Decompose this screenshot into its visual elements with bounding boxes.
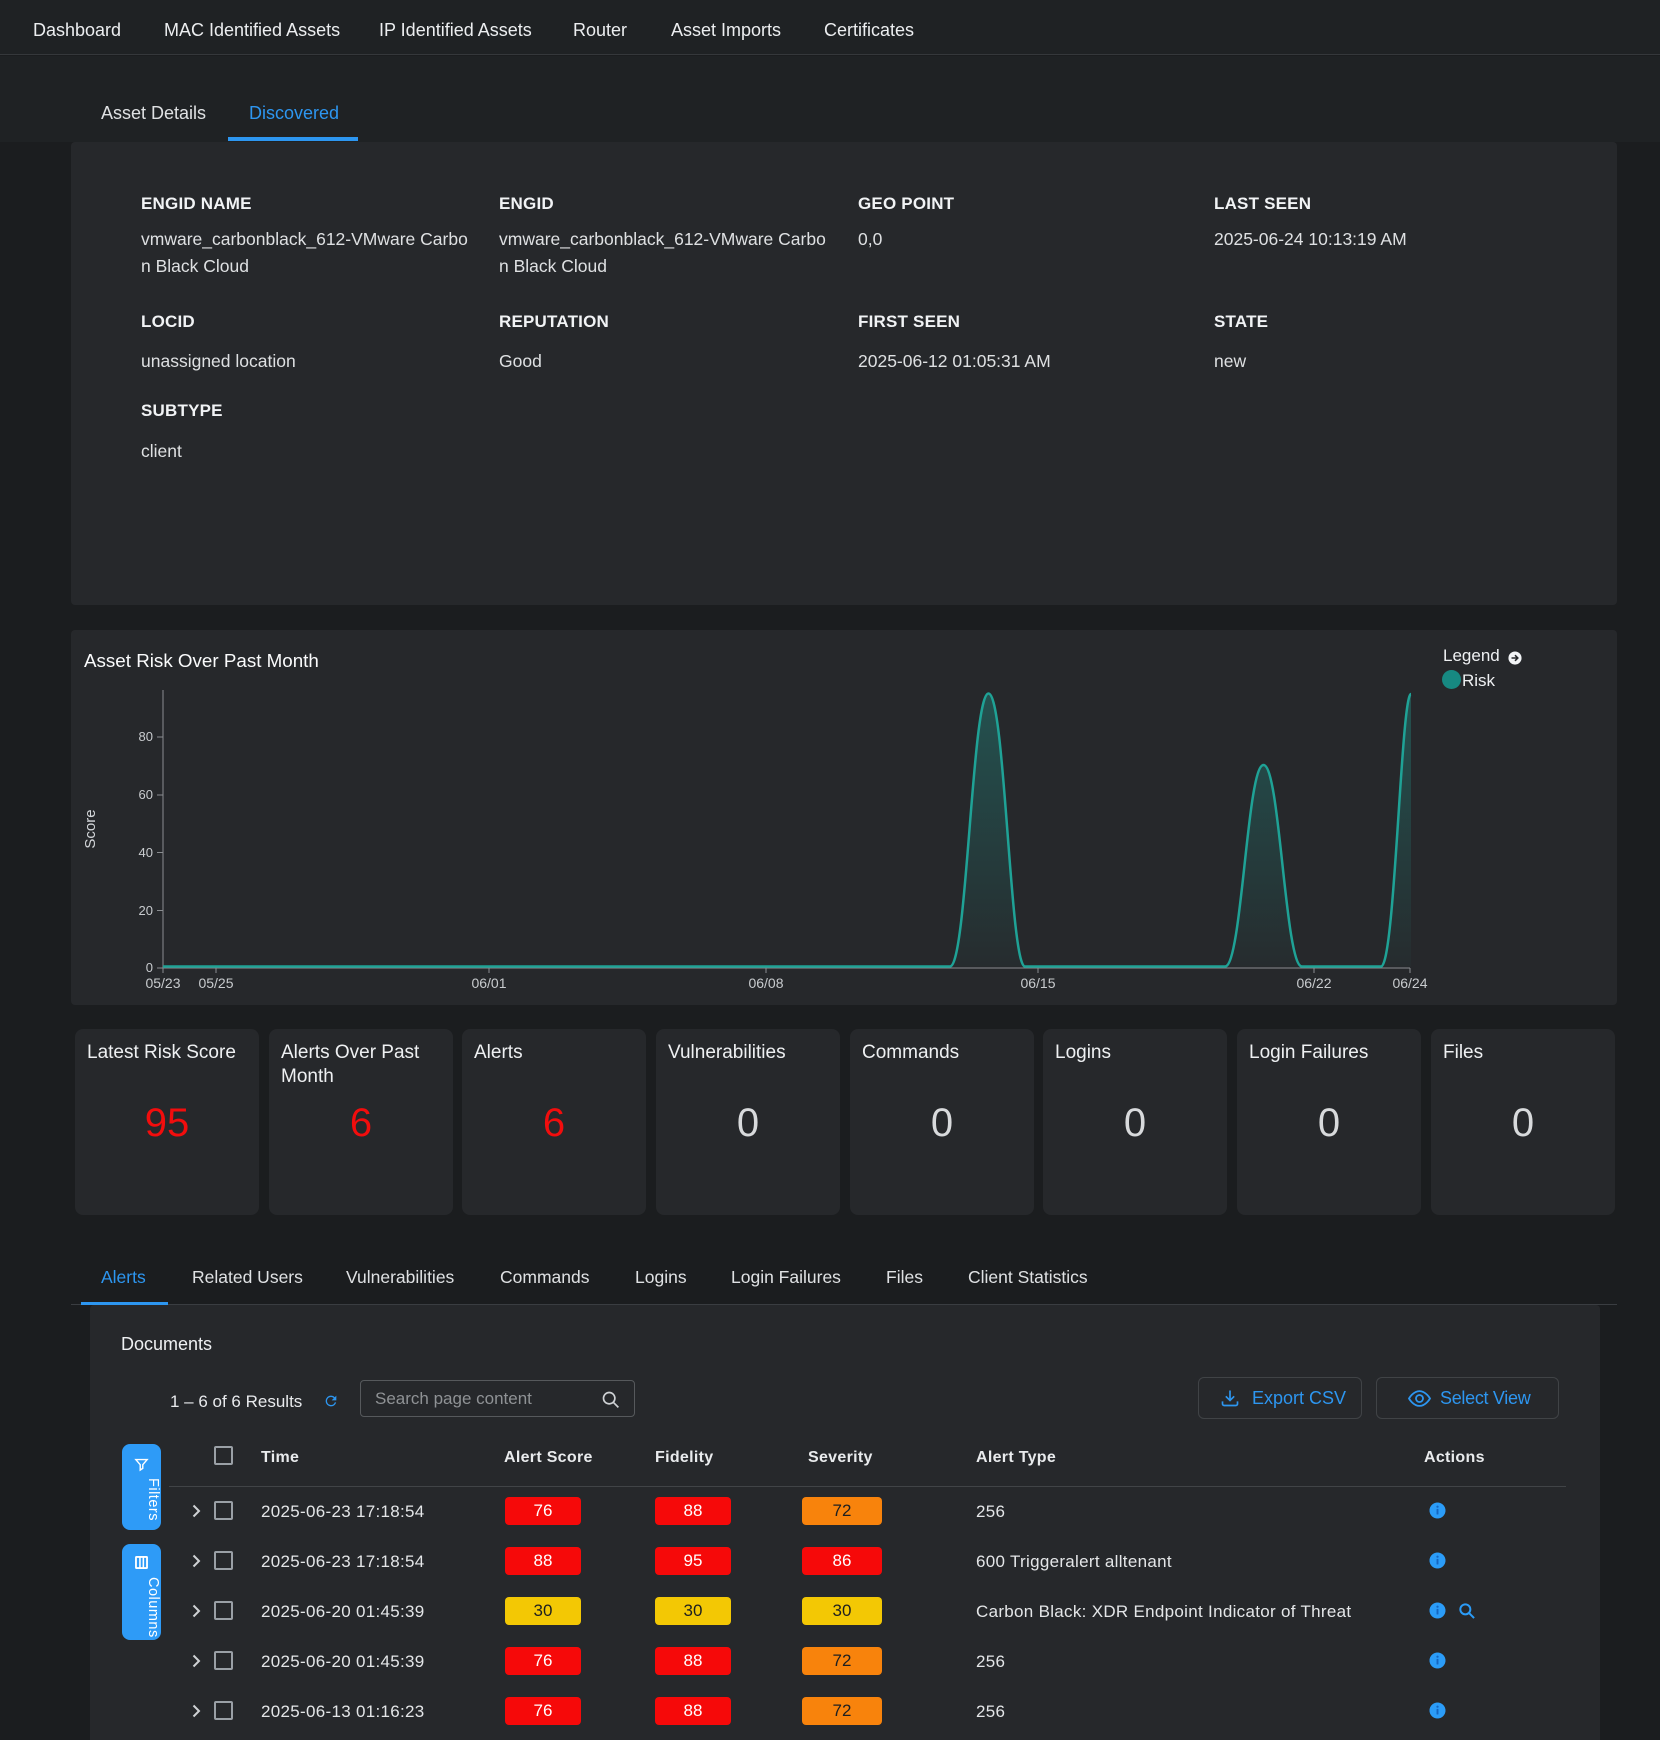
svg-text:0: 0 — [146, 960, 153, 975]
svg-text:06/08: 06/08 — [748, 975, 783, 991]
svg-text:06/15: 06/15 — [1020, 975, 1055, 991]
svg-text:80: 80 — [139, 729, 153, 744]
svg-text:06/22: 06/22 — [1296, 975, 1331, 991]
svg-text:06/24: 06/24 — [1392, 975, 1427, 991]
svg-text:60: 60 — [139, 787, 153, 802]
svg-text:06/01: 06/01 — [471, 975, 506, 991]
svg-text:05/25: 05/25 — [198, 975, 233, 991]
svg-text:20: 20 — [139, 903, 153, 918]
svg-text:Score: Score — [82, 809, 99, 848]
svg-text:05/23: 05/23 — [145, 975, 180, 991]
svg-text:40: 40 — [139, 845, 153, 860]
